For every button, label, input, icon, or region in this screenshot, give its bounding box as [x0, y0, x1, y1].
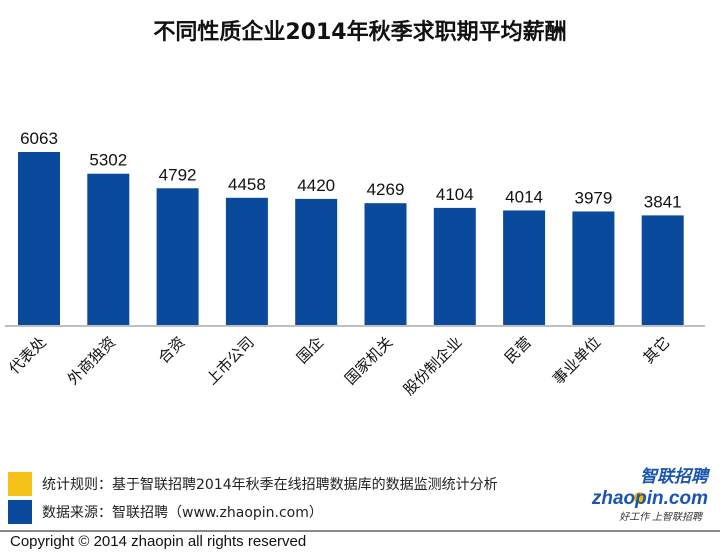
data-label-6: 4104	[436, 185, 474, 204]
bar-1	[87, 173, 130, 325]
footer-divider	[0, 530, 720, 532]
logo-dot	[634, 492, 646, 504]
category-label-1: 外商独资	[64, 333, 119, 388]
legend-source: 数据来源：智联招聘（www.zhaopin.com）	[8, 500, 323, 524]
logo-cn: 智联招聘	[640, 467, 708, 486]
category-label-8: 事业单位	[549, 333, 604, 388]
category-label-2: 合资	[154, 333, 188, 367]
data-label-5: 4269	[367, 180, 405, 199]
category-label-0: 代表处	[5, 333, 50, 378]
data-label-0: 6063	[20, 129, 58, 148]
data-label-3: 4458	[228, 175, 266, 194]
legend-swatch-blue	[8, 500, 32, 524]
category-label-4: 国企	[293, 333, 327, 367]
data-label-8: 3979	[574, 188, 612, 207]
bar-9	[641, 215, 684, 325]
copyright: Copyright © 2014 zhaopin all rights rese…	[10, 533, 307, 550]
bar-4	[295, 198, 338, 325]
data-label-1: 5302	[89, 151, 127, 170]
bar-5	[364, 203, 407, 325]
category-label-5: 国家机关	[341, 333, 396, 388]
bar-7	[503, 210, 546, 325]
legend-rule: 统计规则：基于智联招聘2014年秋季在线招聘数据库的数据监测统计分析	[8, 472, 498, 496]
category-label-6: 股份制企业	[400, 333, 466, 399]
data-label-7: 4014	[505, 187, 543, 206]
bar-0	[18, 152, 60, 325]
category-label-9: 其它	[640, 333, 674, 367]
legend-rule-text: 统计规则：基于智联招聘2014年秋季在线招聘数据库的数据监测统计分析	[42, 477, 498, 493]
bar-8	[572, 211, 615, 325]
legend-swatch-yellow	[8, 472, 32, 496]
bar-6	[433, 207, 476, 325]
bar-3	[225, 197, 268, 325]
logo-slogan: 好工作 上智联招聘	[619, 512, 702, 523]
bar-2	[156, 188, 199, 325]
data-label-2: 4792	[159, 165, 197, 184]
logo-en: zhaopin.com	[591, 488, 708, 509]
data-label-9: 3841	[644, 192, 682, 211]
category-label-7: 民营	[501, 333, 535, 367]
chart-title: 不同性质企业2014年秋季求职期平均薪酬	[153, 20, 567, 45]
data-label-4: 4420	[297, 176, 335, 195]
zhaopin-logo: 智联招聘 zhaopin.com 好工作 上智联招聘	[591, 467, 712, 528]
bar-chart: 6063 代表处 5302 外商独资 4792 合资 4458 上市公司 4420 国企 4269 国…	[5, 129, 705, 399]
category-label-3: 上市公司	[203, 333, 258, 388]
legend-source-text: 数据来源：智联招聘（www.zhaopin.com）	[42, 505, 323, 521]
